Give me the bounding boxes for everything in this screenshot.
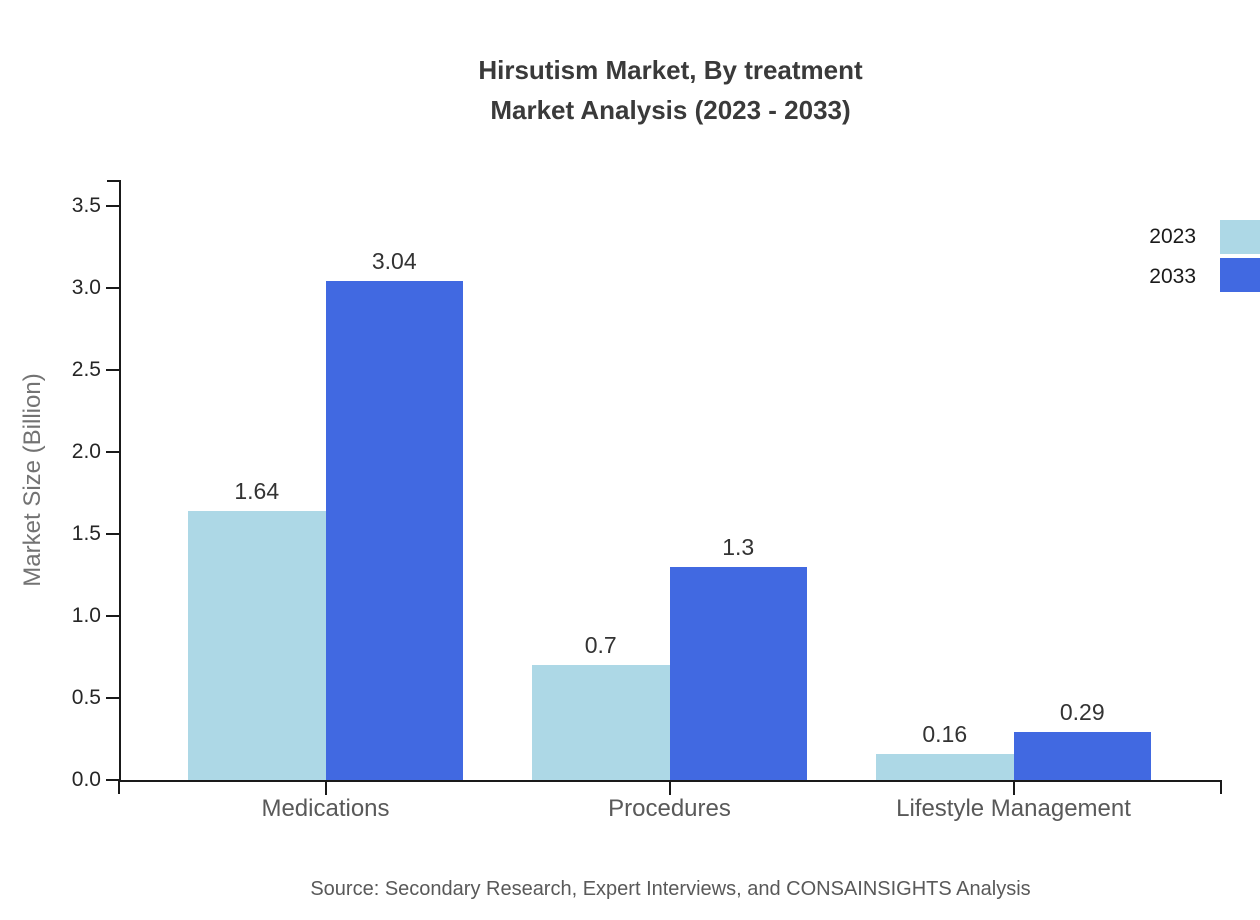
value-label-2033-procedures: 1.3 [722, 533, 755, 560]
x-tick [1012, 781, 1015, 795]
y-tick [106, 287, 120, 289]
source-note: Source: Secondary Research, Expert Inter… [310, 878, 1031, 900]
value-label-2023-procedures: 0.7 [584, 632, 617, 659]
y-tick-label: 1.0 [71, 604, 101, 627]
bar-2033-procedures [669, 566, 807, 781]
category-label-medications: Medications [261, 795, 390, 822]
y-tick-label: 2.5 [71, 358, 101, 381]
bar-2023-procedures [532, 665, 670, 781]
value-label-2033-lifestyle-management: 0.29 [1059, 699, 1105, 726]
y-tick [106, 369, 120, 371]
x-tick [668, 781, 671, 795]
chart-title: Hirsutism Market, By treatment Market An… [120, 50, 1221, 130]
legend-label-2023: 2023 [1149, 225, 1196, 248]
y-tick [106, 779, 120, 781]
y-tick-label: 3.5 [71, 194, 101, 217]
y-tick [106, 451, 120, 453]
value-label-2023-lifestyle-management: 0.16 [922, 720, 968, 747]
value-label-2023-medications: 1.64 [234, 478, 280, 505]
bar-2033-medications [325, 281, 463, 781]
legend-swatch-2033 [1220, 258, 1260, 292]
bar-2033-lifestyle-management [1013, 732, 1151, 781]
chart-title-line-1: Hirsutism Market, By treatment [478, 55, 863, 85]
y-tick-label: 1.5 [71, 522, 101, 545]
y-tick-label: 0.5 [71, 686, 101, 709]
y-tick-label: 3.0 [71, 276, 101, 299]
value-label-2033-medications: 3.04 [371, 248, 417, 275]
y-tick [106, 533, 120, 535]
category-label-lifestyle-management: Lifestyle Management [896, 795, 1131, 822]
bar-2023-medications [188, 511, 326, 781]
y-axis-title: Market Size (Billion) [19, 373, 46, 587]
x-axis-left-cap [118, 780, 120, 794]
y-tick-label: 2.0 [71, 440, 101, 463]
x-axis-right-cap [1220, 780, 1222, 794]
legend-label-2033: 2033 [1149, 265, 1196, 288]
y-tick-label: 0.0 [71, 768, 101, 791]
chart-title-line-2: Market Analysis (2023 - 2033) [490, 95, 851, 125]
y-axis-spine [119, 180, 121, 782]
x-axis-line [118, 780, 1222, 782]
bar-2023-lifestyle-management [876, 753, 1014, 781]
x-tick [324, 781, 327, 795]
y-tick [106, 697, 120, 699]
y-tick [106, 615, 120, 617]
legend-swatch-2023 [1220, 220, 1260, 254]
y-axis-top-cap [107, 180, 121, 182]
y-tick [106, 205, 120, 207]
category-label-procedures: Procedures [608, 795, 731, 822]
